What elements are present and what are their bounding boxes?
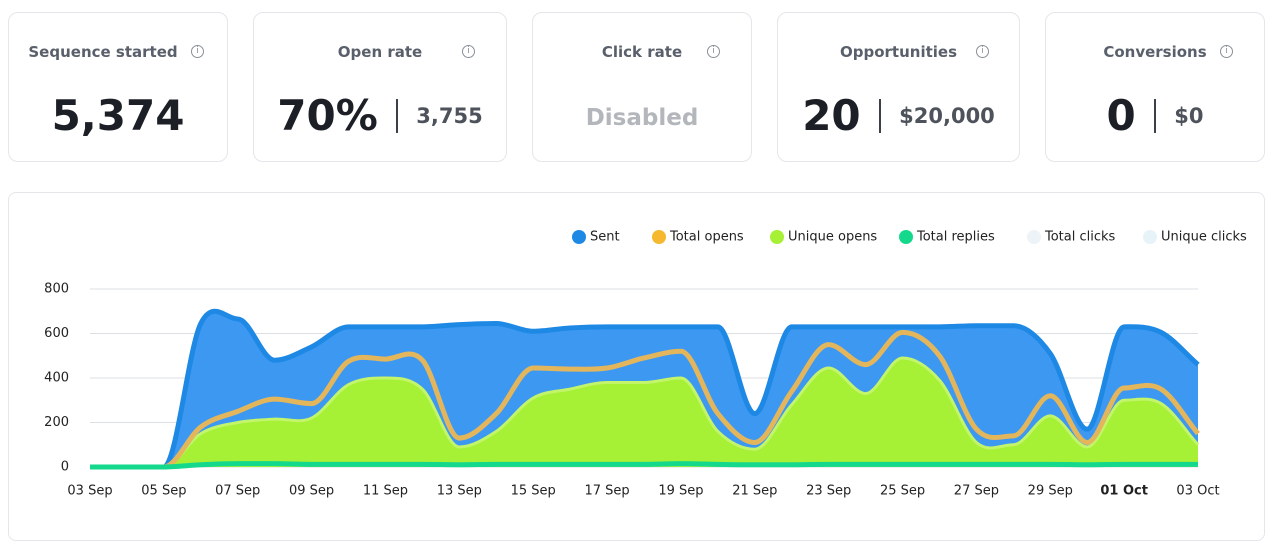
series-line [89, 308, 1200, 470]
card: Sequence started i 5,374 [8, 12, 228, 162]
x-tick-label: 01 Oct [1100, 484, 1148, 499]
card-secondary: 3,755 [416, 103, 483, 128]
info-icon[interactable]: i [1220, 45, 1233, 58]
y-tick-label: 600 [44, 326, 69, 341]
x-tick-label: 03 Sep [67, 484, 112, 499]
x-tick-label: 29 Sep [1028, 484, 1073, 499]
card-value: 0 [1106, 91, 1136, 140]
card: Open rate i 70% 3,755 [253, 12, 507, 162]
x-tick-label: 07 Sep [215, 484, 260, 499]
x-tick-label: 27 Sep [954, 484, 999, 499]
x-tick-label: 05 Sep [141, 484, 186, 499]
card: Conversions i 0 $0 [1045, 12, 1265, 162]
legend-swatch [770, 230, 784, 244]
card: Opportunities i 20 $20,000 [777, 12, 1020, 162]
info-icon[interactable]: i [976, 45, 989, 58]
legend-label: Unique opens [788, 230, 877, 245]
card-value: 5,374 [51, 91, 185, 140]
legend-swatch [572, 230, 586, 244]
x-tick-label: 03 Oct [1176, 484, 1219, 499]
card-title: Sequence started [28, 43, 178, 61]
legend-label: Total opens [669, 230, 744, 245]
x-tick-label: 09 Sep [289, 484, 334, 499]
x-tick-label: 23 Sep [806, 484, 851, 499]
legend-label: Unique clicks [1161, 230, 1247, 245]
y-tick-label: 0 [61, 460, 69, 475]
series-line [89, 329, 1200, 470]
x-tick-label: 21 Sep [732, 484, 777, 499]
y-tick-label: 200 [44, 415, 69, 430]
x-tick-label: 19 Sep [658, 484, 703, 499]
card-title: Open rate [337, 43, 423, 61]
card-values: 70% 3,755 [254, 91, 506, 140]
series-line [89, 461, 1198, 470]
y-tick-label: 400 [44, 371, 69, 386]
info-icon[interactable]: i [462, 45, 475, 58]
card-value: 20 [802, 91, 861, 140]
legend-label: Total clicks [1044, 230, 1116, 245]
separator [878, 98, 882, 133]
legend-label: Sent [590, 230, 620, 245]
x-tick-label: 11 Sep [363, 484, 408, 499]
card-secondary: $0 [1174, 103, 1204, 128]
legend-label: Total replies [916, 230, 995, 245]
legend-swatch [1027, 230, 1041, 244]
card-secondary: $20,000 [899, 103, 995, 128]
card-title: Opportunities [839, 43, 957, 61]
y-tick-label: 800 [44, 282, 69, 297]
info-icon[interactable]: i [707, 45, 720, 58]
series-line [89, 356, 1200, 469]
x-tick-label: 17 Sep [584, 484, 629, 499]
card-values: 0 $0 [1046, 91, 1264, 140]
card-status: Disabled [585, 105, 699, 131]
card: Click rate i Disabled [532, 12, 752, 162]
card-values: Disabled [533, 105, 751, 131]
separator [1153, 98, 1157, 133]
separator [395, 98, 399, 133]
x-tick-label: 25 Sep [880, 484, 925, 499]
x-tick-label: 15 Sep [511, 484, 556, 499]
legend-swatch [652, 230, 666, 244]
card-value: 70% [277, 91, 378, 140]
legend-swatch [1143, 230, 1157, 244]
series-area [90, 357, 1198, 467]
info-icon[interactable]: i [191, 45, 204, 58]
card-title: Click rate [601, 43, 683, 61]
card-values: 20 $20,000 [778, 91, 1019, 140]
x-tick-label: 13 Sep [437, 484, 482, 499]
card-values: 5,374 [9, 91, 227, 140]
legend-swatch [899, 230, 913, 244]
card-title: Conversions [1103, 43, 1207, 61]
chart-panel [8, 192, 1265, 541]
